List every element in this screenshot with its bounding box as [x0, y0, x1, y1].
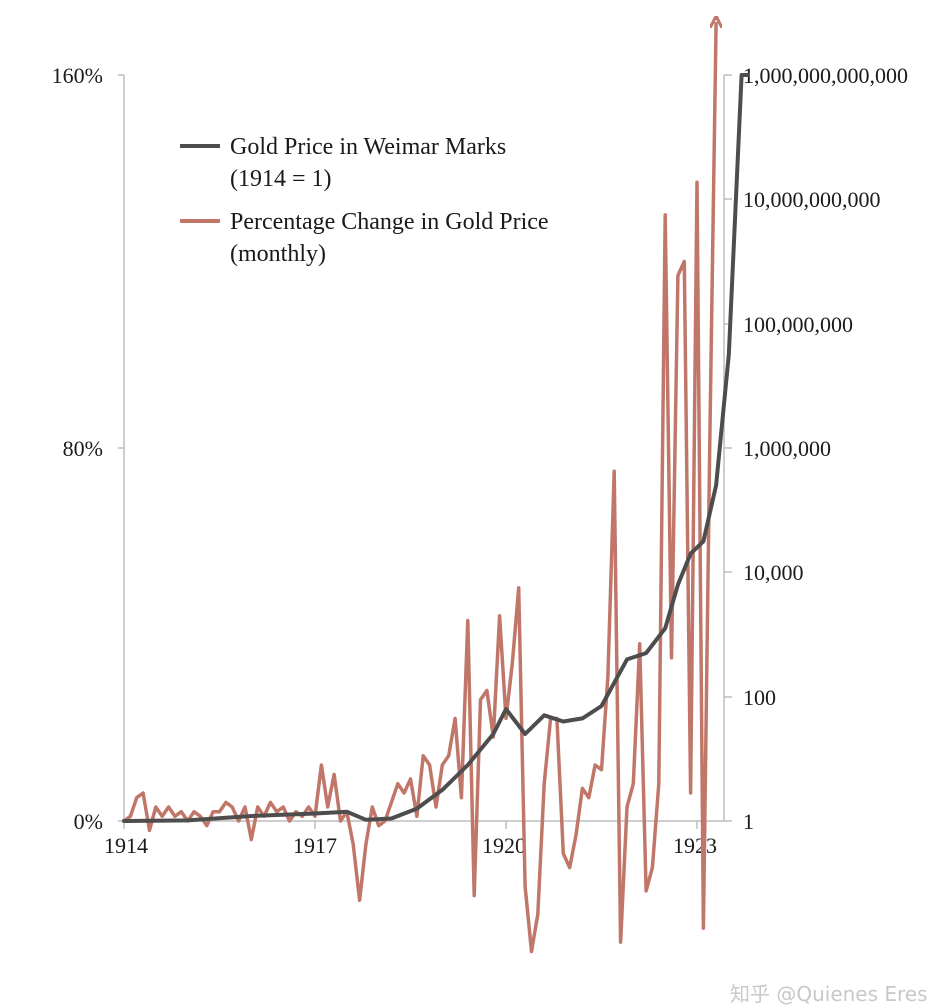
left-tick-label: 80% [63, 436, 103, 461]
legend-sublabel-percentage-change: (monthly) [230, 241, 326, 267]
series-line-percentage-change [122, 22, 716, 954]
legend-label-percentage-change: Percentage Change in Gold Price [230, 209, 549, 235]
x-tick-label: 1920 [482, 833, 526, 858]
right-tick-label: 100,000,000 [743, 312, 853, 337]
left-tick-label: 0% [74, 809, 103, 834]
left-tick-label: 160% [52, 63, 103, 88]
x-tick-label: 1917 [293, 833, 337, 858]
legend-label-gold-price: Gold Price in Weimar Marks [230, 134, 506, 160]
legend-sublabel-gold-price: (1914 = 1) [230, 166, 332, 192]
series-line-gold-price [122, 73, 750, 823]
x-tick-label: 1923 [673, 833, 717, 858]
right-tick-label: 10,000,000,000 [743, 187, 881, 212]
watermark: 知乎 @Quienes Eres [730, 982, 928, 1006]
right-tick-label: 1,000,000,000,000 [743, 63, 908, 88]
right-tick-label: 10,000 [743, 560, 804, 585]
legend: Gold Price in Weimar Marks (1914 = 1) Pe… [180, 134, 549, 267]
right-tick-label: 1,000,000 [743, 436, 831, 461]
right-tick-label: 1 [743, 809, 754, 834]
x-tick-label: 1914 [104, 833, 148, 858]
right-tick-label: 100 [743, 685, 776, 710]
